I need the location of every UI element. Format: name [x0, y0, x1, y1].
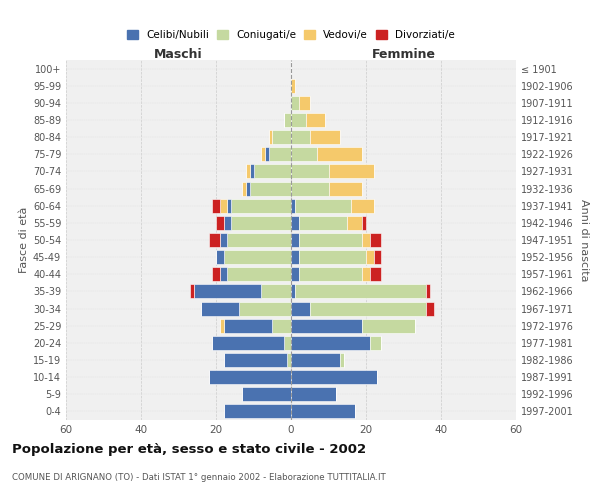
Bar	[291, 182, 329, 196]
Bar	[291, 302, 310, 316]
Bar	[272, 130, 291, 144]
Bar	[299, 268, 362, 281]
Y-axis label: Anni di nascita: Anni di nascita	[579, 198, 589, 281]
Bar	[362, 318, 415, 332]
Bar	[362, 233, 370, 247]
Bar	[231, 216, 291, 230]
Bar	[223, 318, 272, 332]
Bar	[209, 370, 291, 384]
Bar	[242, 182, 246, 196]
Bar	[231, 198, 291, 212]
Bar	[347, 216, 362, 230]
Bar	[220, 268, 227, 281]
Bar	[212, 198, 220, 212]
Bar	[223, 216, 231, 230]
Bar	[287, 353, 291, 367]
Bar	[220, 233, 227, 247]
Bar	[223, 353, 287, 367]
Bar	[261, 148, 265, 162]
Bar	[426, 302, 433, 316]
Bar	[366, 250, 373, 264]
Bar	[223, 250, 291, 264]
Bar	[291, 164, 329, 178]
Bar	[291, 318, 362, 332]
Bar	[254, 164, 291, 178]
Bar	[250, 182, 291, 196]
Bar	[291, 216, 299, 230]
Bar	[291, 113, 306, 127]
Bar	[306, 113, 325, 127]
Bar	[291, 250, 299, 264]
Bar	[220, 198, 227, 212]
Bar	[291, 148, 317, 162]
Bar	[239, 302, 291, 316]
Bar	[310, 302, 426, 316]
Bar	[220, 318, 223, 332]
Bar	[291, 370, 377, 384]
Bar	[246, 164, 250, 178]
Bar	[246, 182, 250, 196]
Legend: Celibi/Nubili, Coniugati/e, Vedovi/e, Divorziati/e: Celibi/Nubili, Coniugati/e, Vedovi/e, Di…	[123, 26, 459, 44]
Bar	[291, 78, 295, 92]
Bar	[227, 198, 231, 212]
Bar	[212, 336, 284, 350]
Bar	[284, 336, 291, 350]
Bar	[329, 164, 373, 178]
Bar	[426, 284, 430, 298]
Bar	[291, 96, 299, 110]
Bar	[291, 233, 299, 247]
Bar	[291, 404, 355, 418]
Bar	[227, 268, 291, 281]
Bar	[209, 233, 220, 247]
Bar	[373, 250, 381, 264]
Bar	[299, 96, 310, 110]
Bar	[269, 148, 291, 162]
Bar	[291, 198, 295, 212]
Bar	[284, 113, 291, 127]
Bar	[291, 336, 370, 350]
Bar	[299, 250, 366, 264]
Bar	[291, 284, 295, 298]
Bar	[291, 268, 299, 281]
Text: Popolazione per età, sesso e stato civile - 2002: Popolazione per età, sesso e stato civil…	[12, 442, 366, 456]
Bar	[190, 284, 193, 298]
Bar	[362, 268, 370, 281]
Bar	[216, 216, 223, 230]
Bar	[351, 198, 373, 212]
Bar	[193, 284, 261, 298]
Text: Femmine: Femmine	[371, 48, 436, 61]
Bar	[299, 216, 347, 230]
Bar	[310, 130, 340, 144]
Bar	[295, 284, 426, 298]
Text: COMUNE DI ARIGNANO (TO) - Dati ISTAT 1° gennaio 2002 - Elaborazione TUTTITALIA.I: COMUNE DI ARIGNANO (TO) - Dati ISTAT 1° …	[12, 472, 386, 482]
Bar	[223, 404, 291, 418]
Bar	[299, 233, 362, 247]
Bar	[250, 164, 254, 178]
Bar	[227, 233, 291, 247]
Bar	[362, 216, 366, 230]
Bar	[291, 388, 336, 402]
Y-axis label: Fasce di età: Fasce di età	[19, 207, 29, 273]
Text: Maschi: Maschi	[154, 48, 203, 61]
Bar	[370, 233, 381, 247]
Bar	[261, 284, 291, 298]
Bar	[216, 250, 223, 264]
Bar	[291, 353, 340, 367]
Bar	[291, 130, 310, 144]
Bar	[242, 388, 291, 402]
Bar	[272, 318, 291, 332]
Bar	[317, 148, 362, 162]
Bar	[295, 198, 351, 212]
Bar	[269, 130, 272, 144]
Bar	[212, 268, 220, 281]
Bar	[370, 268, 381, 281]
Bar	[265, 148, 269, 162]
Bar	[201, 302, 239, 316]
Bar	[329, 182, 362, 196]
Bar	[340, 353, 343, 367]
Bar	[370, 336, 381, 350]
